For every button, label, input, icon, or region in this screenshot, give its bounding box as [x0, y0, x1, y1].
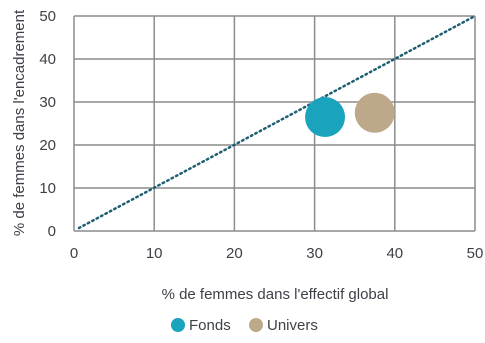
tick-labels: 0 10 20 30 40 50 0 10 20 30 40 50 [39, 8, 483, 262]
y-tick-label: 40 [39, 51, 56, 68]
y-tick-label: 30 [39, 94, 56, 111]
legend-marker-fonds [171, 318, 185, 332]
reference-line-group [77, 14, 477, 230]
legend-label-fonds: Fonds [189, 317, 231, 334]
y-tick-label: 50 [39, 8, 56, 25]
y-tick-label: 20 [39, 137, 56, 154]
x-tick-label: 50 [467, 245, 484, 262]
x-axis-label: % de femmes dans l'effectif global [162, 286, 389, 303]
bubble-univers [354, 92, 395, 133]
bubble-fonds [305, 97, 346, 138]
data-points [305, 92, 395, 138]
x-tick-label: 20 [226, 245, 243, 262]
y-axis-label: % de femmes dans l'encadrement [11, 9, 28, 236]
x-tick-label: 40 [386, 245, 403, 262]
grid [73, 15, 476, 232]
x-tick-label: 30 [306, 245, 323, 262]
legend: Fonds Univers [171, 317, 318, 334]
y-tick-label: 0 [48, 223, 56, 240]
legend-marker-univers [249, 318, 263, 332]
legend-label-univers: Univers [267, 317, 318, 334]
x-tick-label: 0 [70, 245, 78, 262]
x-tick-label: 10 [146, 245, 163, 262]
y-tick-label: 10 [39, 180, 56, 197]
reference-line [77, 14, 477, 230]
